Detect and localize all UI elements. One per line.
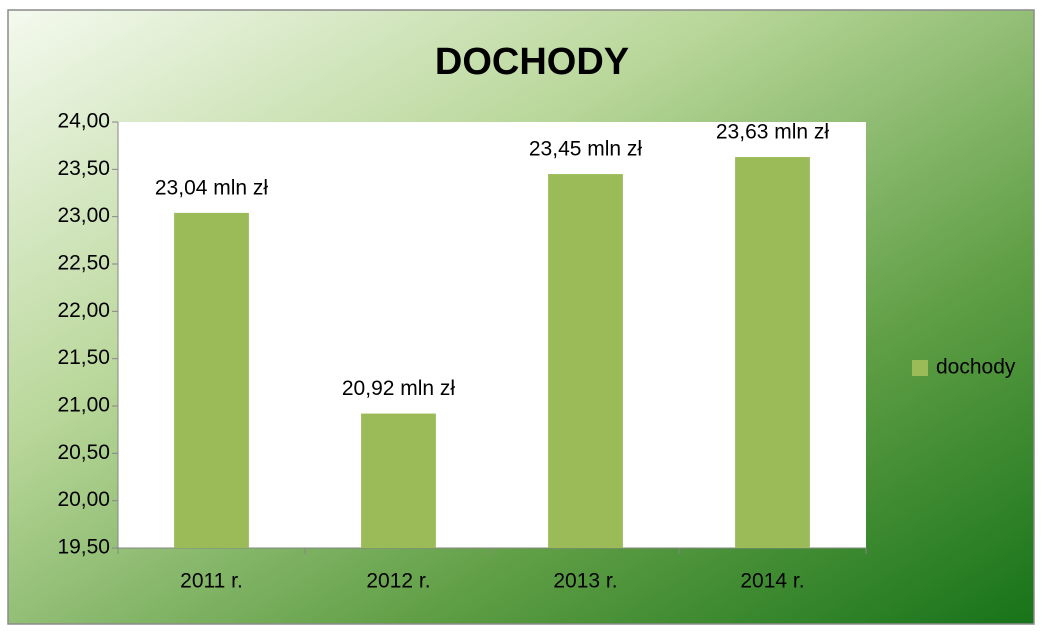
bar: [361, 413, 436, 548]
y-tick-label: 20,00: [57, 488, 110, 511]
chart-title: DOCHODY: [435, 41, 629, 83]
y-tick-label: 22,00: [57, 299, 110, 322]
data-label: 20,92 mln zł: [342, 377, 456, 400]
bar: [174, 212, 249, 548]
data-label: 23,04 mln zł: [155, 176, 269, 199]
x-tick-label: 2011 r.: [180, 570, 243, 593]
data-label: 23,63 mln zł: [716, 121, 830, 144]
data-label: 23,45 mln zł: [529, 138, 643, 161]
y-tick-label: 20,50: [57, 441, 110, 464]
x-tick-label: 2012 r.: [366, 570, 430, 593]
bar: [735, 157, 810, 548]
y-tick-label: 23,50: [57, 157, 110, 180]
y-tick-label: 24,00: [57, 110, 110, 133]
bar: [548, 174, 623, 549]
x-tick-label: 2014 r.: [740, 570, 804, 593]
y-tick-label: 21,00: [57, 394, 110, 417]
legend-swatch: [912, 360, 928, 376]
x-tick-label: 2013 r.: [553, 570, 617, 593]
y-tick-label: 22,50: [57, 252, 110, 275]
y-tick-label: 19,50: [57, 536, 110, 559]
y-tick-label: 23,00: [57, 204, 110, 227]
legend-label: dochody: [936, 356, 1016, 379]
y-tick-label: 21,50: [57, 346, 110, 369]
